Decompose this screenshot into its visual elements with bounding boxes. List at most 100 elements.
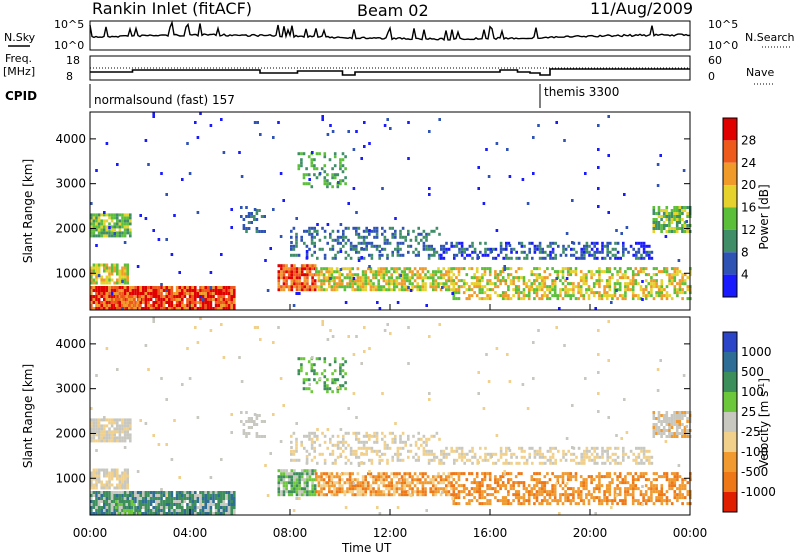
power-cell (351, 288, 354, 292)
power-cell (584, 172, 587, 175)
velocity-cell (686, 481, 690, 485)
power-cell (510, 250, 513, 254)
velocity-cell (373, 440, 376, 444)
power-cell (207, 289, 210, 292)
velocity-cell (453, 449, 456, 453)
velocity-cell (538, 446, 542, 450)
velocity-cell (660, 423, 663, 426)
power-cell (90, 307, 93, 310)
velocity-cell (155, 494, 158, 497)
velocity-cell (92, 471, 96, 475)
power-cell (655, 291, 658, 295)
power-cell (387, 276, 391, 280)
velocity-cell (657, 432, 661, 435)
velocity-cell (110, 474, 114, 478)
velocity-cell (533, 452, 537, 456)
velocity-cell (615, 494, 618, 497)
power-cell (118, 286, 122, 289)
power-cell (149, 289, 153, 292)
power-cell (322, 267, 326, 271)
power-cell (360, 235, 363, 239)
velocity-cell (398, 472, 401, 476)
velocity-cell (227, 497, 231, 500)
power-cell (105, 292, 109, 295)
power-cell (585, 288, 588, 292)
velocity-cell (220, 494, 223, 497)
velocity-cell (430, 449, 433, 453)
power-cell (665, 267, 669, 271)
velocity-cell (217, 509, 220, 512)
velocity-cell (564, 499, 567, 503)
power-cell (494, 285, 497, 289)
velocity-cell (403, 490, 406, 494)
power-cell (478, 288, 482, 292)
velocity-cell (108, 421, 111, 425)
velocity-cell (424, 493, 427, 497)
power-cell (105, 263, 109, 267)
velocity-cell (165, 503, 168, 506)
velocity-cell (118, 424, 122, 428)
velocity-cell (287, 493, 291, 497)
velocity-cell (355, 437, 358, 441)
power-cell (255, 209, 259, 212)
velocity-cell (439, 478, 443, 482)
power-cell (626, 282, 630, 286)
velocity-cell (155, 509, 158, 512)
velocity-cell (100, 497, 103, 500)
velocity-cell (624, 475, 627, 479)
velocity-cell (214, 512, 218, 515)
velocity-cell (564, 490, 567, 494)
power-cell (411, 270, 414, 274)
velocity-cell (528, 446, 531, 450)
velocity-cell (477, 371, 480, 374)
velocity-cell (105, 430, 109, 434)
velocity-cell (126, 433, 129, 437)
power-cell (442, 267, 445, 271)
velocity-cell (126, 421, 129, 425)
power-cell (650, 250, 654, 254)
power-cell (300, 164, 303, 168)
power-cell (116, 213, 119, 217)
noise-left-bottom-tick: 10^0 (54, 39, 84, 52)
power-cell (95, 295, 98, 298)
power-cell (220, 118, 223, 121)
velocity-cell (175, 497, 179, 500)
power-cell (103, 231, 106, 235)
velocity-cell (253, 420, 256, 423)
power-cell (245, 230, 248, 233)
velocity-cell (356, 472, 360, 476)
power-cell (343, 288, 347, 292)
power-cell (116, 307, 119, 310)
velocity-cell (320, 472, 323, 476)
velocity-cell (360, 362, 363, 365)
velocity-cell (118, 500, 122, 503)
power-cell (530, 273, 534, 277)
velocity-cell (627, 455, 630, 459)
velocity-cell (313, 378, 316, 382)
y-tick-label: 3000 (55, 177, 86, 191)
velocity-cell (95, 468, 98, 472)
power-cell (528, 241, 531, 245)
power-cell (339, 223, 343, 226)
power-cell (128, 295, 131, 298)
power-cell (175, 304, 179, 307)
power-cell (297, 152, 301, 156)
velocity-cell (494, 490, 497, 494)
velocity-cell (494, 481, 497, 485)
power-cell (95, 263, 98, 267)
velocity-cell (403, 493, 406, 497)
velocity-cell (572, 493, 575, 497)
velocity-cell (110, 503, 114, 506)
velocity-cell (333, 490, 336, 494)
power-cell (313, 167, 316, 171)
velocity-cell (100, 439, 103, 443)
power-cell (95, 219, 98, 223)
velocity-cell (668, 432, 671, 435)
power-cell (593, 256, 596, 260)
velocity-cell (655, 472, 658, 476)
power-cell (588, 244, 591, 248)
velocity-cell (348, 478, 352, 482)
power-cell (570, 253, 573, 257)
velocity-cell (116, 368, 119, 371)
velocity-cell (473, 481, 476, 485)
